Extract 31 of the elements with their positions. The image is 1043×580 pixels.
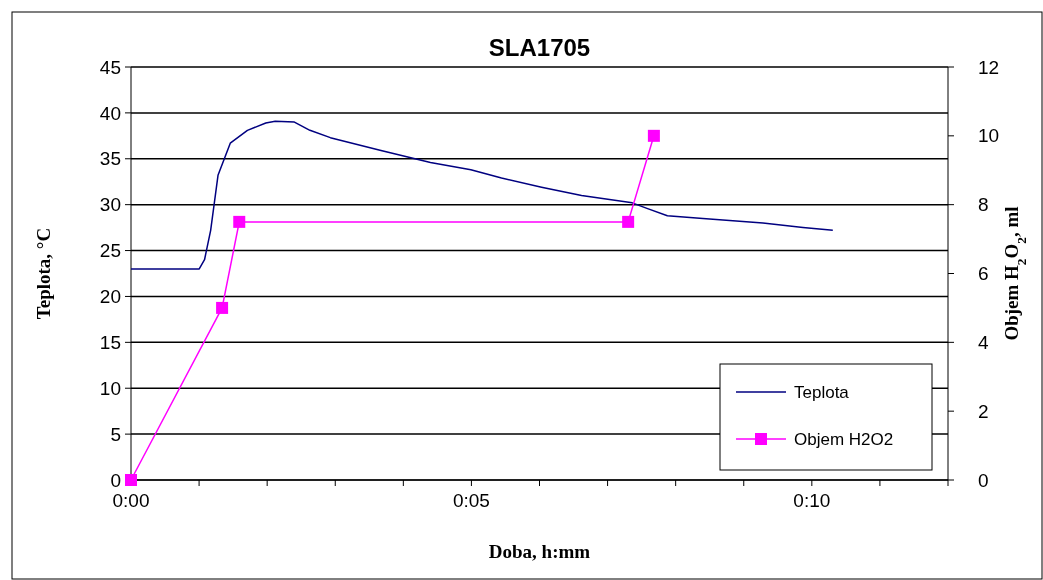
y-tick-label: 20 xyxy=(99,286,121,308)
chart-title: SLA1705 xyxy=(488,34,591,61)
point xyxy=(233,215,246,228)
x-tick-label: 0:00 xyxy=(112,490,150,511)
x-axis-title: Doba, h:mm xyxy=(488,541,591,562)
y2-tick-label: 12 xyxy=(978,56,1000,78)
line-series xyxy=(130,120,834,270)
y2-tick-label: 0 xyxy=(978,469,989,491)
y2-tick-label: 6 xyxy=(978,263,989,285)
y2-tick-label: 2 xyxy=(978,400,989,422)
y-tick-label: 25 xyxy=(99,240,121,262)
y-tick-label: 0 xyxy=(110,469,121,491)
legend-label: Objem H2O2 xyxy=(794,429,894,449)
y2-tick-label: 10 xyxy=(978,125,1000,147)
y2-tick-label: 8 xyxy=(978,194,989,216)
y-tick-label: 45 xyxy=(99,56,121,78)
legend-label: Teplota xyxy=(794,382,850,402)
y-tick-label: 15 xyxy=(99,331,121,353)
y-tick-label: 10 xyxy=(99,377,121,399)
point xyxy=(216,301,229,314)
point xyxy=(647,129,660,142)
y-tick-label: 35 xyxy=(99,148,121,170)
y-tick-label: 30 xyxy=(99,194,121,216)
x-tick-label: 0:05 xyxy=(452,490,490,511)
y-tick-label: 40 xyxy=(99,102,121,124)
point xyxy=(622,215,635,228)
y2-tick-label: 4 xyxy=(978,331,989,353)
x-tick-label: 0:10 xyxy=(793,490,831,511)
y-tick-label: 5 xyxy=(110,423,121,445)
point xyxy=(125,474,137,486)
y-axis-title: Teplota, °C xyxy=(33,227,54,320)
